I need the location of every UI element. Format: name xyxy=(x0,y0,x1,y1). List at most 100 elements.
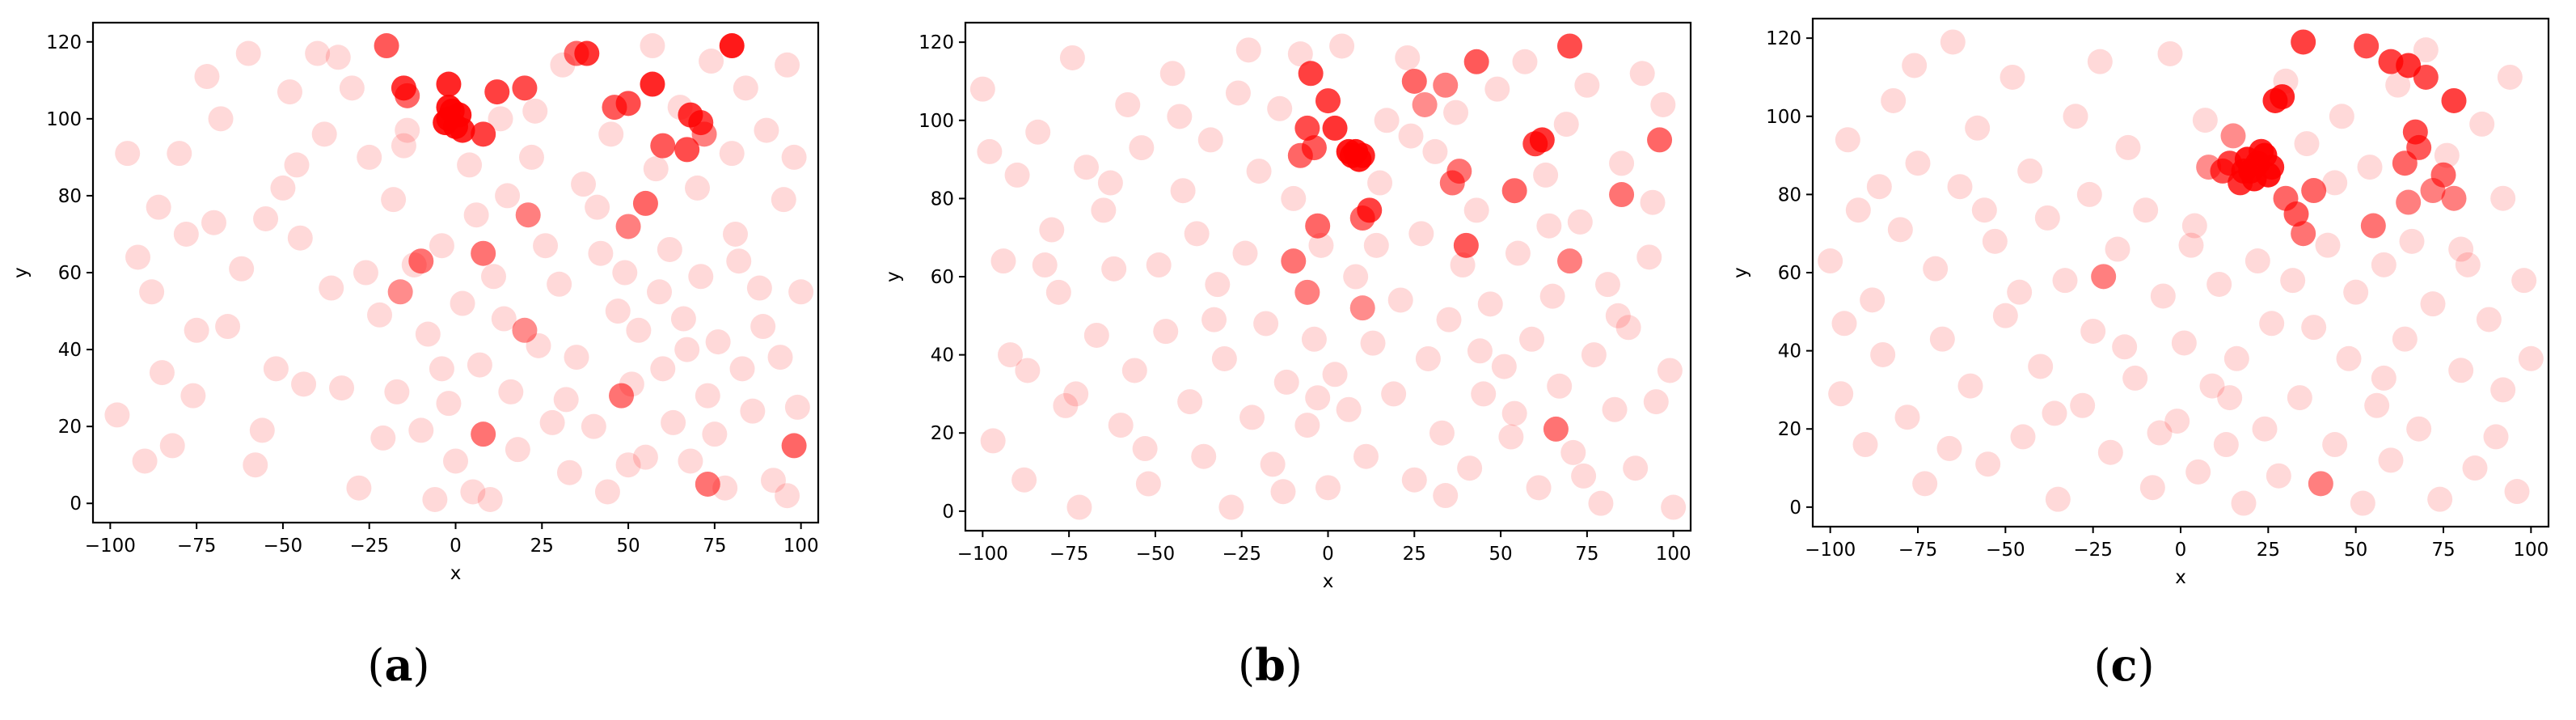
data-point xyxy=(270,175,296,201)
data-point xyxy=(1828,381,1854,407)
x-tick-label: −25 xyxy=(2073,540,2113,561)
data-point xyxy=(1197,127,1223,153)
y-tick-label: 0 xyxy=(1789,498,1801,519)
data-point xyxy=(2441,185,2467,211)
x-tick-label: −75 xyxy=(1049,544,1089,565)
data-point xyxy=(1039,217,1065,243)
data-point xyxy=(1905,150,1931,176)
data-point xyxy=(1650,91,1676,117)
data-point xyxy=(2045,486,2071,512)
data-point xyxy=(1547,373,1573,399)
data-point xyxy=(1329,33,1355,59)
data-point xyxy=(740,398,766,424)
y-tick-label: 80 xyxy=(1778,184,1801,205)
data-point xyxy=(287,225,313,251)
data-point xyxy=(564,40,589,66)
chart-panel-c: −100 −75 −50 −25 0 25 50 75 100 0 20 40 60 80 100 120 x y xyxy=(1717,0,2576,615)
data-point xyxy=(1305,385,1331,411)
y-tick-label: 40 xyxy=(58,340,82,361)
data-point xyxy=(1936,435,1962,461)
data-point xyxy=(1032,252,1058,278)
x-tick-label: 0 xyxy=(2175,540,2187,561)
x-tick-label: 100 xyxy=(2513,540,2549,561)
y-tick-label: 20 xyxy=(931,423,954,444)
data-point xyxy=(990,248,1016,274)
data-point xyxy=(1818,248,1843,274)
data-point xyxy=(1374,108,1400,133)
chart-panel-a: −100 −75 −50 −25 0 25 50 75 100 0 20 40 60 80 100 120 x y xyxy=(0,0,859,615)
data-point xyxy=(699,49,724,74)
data-point xyxy=(1526,475,1552,501)
data-point xyxy=(2273,68,2299,94)
data-point xyxy=(1253,311,1279,337)
data-point xyxy=(125,244,151,270)
data-point xyxy=(243,452,268,478)
data-point xyxy=(598,121,624,147)
data-point xyxy=(585,194,610,220)
data-point xyxy=(167,141,192,167)
x-tick-label: 0 xyxy=(450,536,462,557)
data-point xyxy=(1232,240,1258,266)
data-point xyxy=(2455,252,2481,277)
data-point xyxy=(1845,197,1871,223)
data-point xyxy=(650,133,676,159)
data-point xyxy=(1101,256,1127,282)
data-point xyxy=(471,240,496,266)
data-point xyxy=(2034,205,2060,231)
data-point xyxy=(1401,467,1427,493)
data-point xyxy=(1831,311,1857,337)
data-point xyxy=(1305,213,1331,239)
data-point xyxy=(615,452,641,478)
data-point xyxy=(518,144,544,170)
data-point xyxy=(581,413,606,439)
data-point xyxy=(609,383,635,409)
data-point xyxy=(688,264,714,290)
data-point xyxy=(104,402,130,428)
data-point xyxy=(2291,221,2316,247)
data-point xyxy=(2322,432,2348,458)
data-point xyxy=(2252,416,2278,442)
data-point xyxy=(1536,213,1562,239)
data-point xyxy=(1443,100,1469,125)
y-tick-label: 120 xyxy=(46,32,82,53)
data-point xyxy=(588,240,614,266)
y-tick-label: 60 xyxy=(1778,263,1801,284)
data-point xyxy=(2294,131,2320,157)
data-point xyxy=(1412,91,1438,117)
data-point xyxy=(1235,37,1261,63)
data-point xyxy=(346,475,372,501)
data-point xyxy=(705,329,731,355)
scatter-points xyxy=(969,33,1687,520)
data-point xyxy=(1429,420,1455,446)
data-point xyxy=(1270,479,1296,505)
data-point xyxy=(1992,303,2018,328)
data-point xyxy=(674,137,700,163)
data-point xyxy=(781,144,807,170)
data-point xyxy=(2392,150,2418,176)
data-point xyxy=(391,133,416,159)
chart-panel-b: −100 −75 −50 −25 0 25 50 75 100 0 20 40 60 80 100 120 x y xyxy=(859,0,1717,615)
data-point xyxy=(2112,334,2138,360)
data-point xyxy=(702,421,728,447)
data-point xyxy=(357,144,382,170)
data-point xyxy=(512,75,538,101)
data-point xyxy=(1146,252,1172,278)
data-point xyxy=(1640,189,1666,215)
data-point xyxy=(553,387,579,413)
plot-frame xyxy=(1811,17,2550,528)
data-point xyxy=(695,471,720,497)
data-point xyxy=(1225,80,1251,106)
data-point xyxy=(1457,455,1483,481)
x-tick-label: 25 xyxy=(530,536,554,557)
data-point xyxy=(2315,232,2341,258)
x-tick-label: −100 xyxy=(85,536,136,557)
data-point xyxy=(173,221,199,247)
data-point xyxy=(726,248,752,274)
x-tick-label: 100 xyxy=(1656,544,1691,565)
data-point xyxy=(1929,326,1955,352)
data-point xyxy=(1191,443,1217,469)
data-point xyxy=(1045,279,1071,305)
data-point xyxy=(1982,228,2008,254)
data-point xyxy=(1647,127,1673,153)
data-point xyxy=(643,156,669,182)
